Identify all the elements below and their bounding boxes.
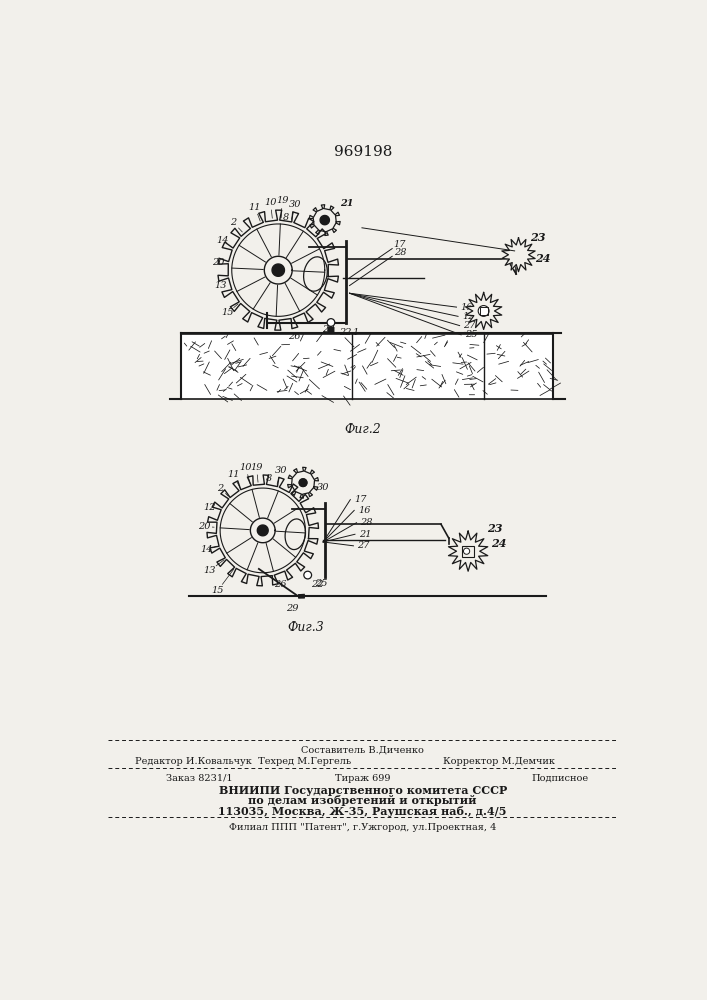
Polygon shape — [448, 531, 488, 571]
Circle shape — [327, 319, 335, 326]
Text: 21: 21 — [340, 199, 354, 208]
Text: 27: 27 — [464, 321, 476, 330]
Text: 113035, Москва, Ж-35, Раушская наб., д.4/5: 113035, Москва, Ж-35, Раушская наб., д.4… — [218, 806, 507, 817]
Polygon shape — [218, 210, 339, 330]
Text: 24: 24 — [535, 253, 551, 264]
Text: Филиал ППП "Патент", г.Ужгород, ул.Проектная, 4: Филиал ППП "Патент", г.Ужгород, ул.Проек… — [229, 823, 496, 832]
Bar — [182, 334, 554, 399]
Text: 8: 8 — [283, 213, 289, 222]
Text: 17: 17 — [354, 495, 367, 504]
Text: 21: 21 — [359, 530, 371, 539]
Text: 8: 8 — [266, 474, 272, 483]
Text: 16: 16 — [358, 506, 370, 515]
Text: по делам изобретений и открытий: по делам изобретений и открытий — [248, 795, 477, 806]
Text: 17: 17 — [394, 240, 407, 249]
Text: 30: 30 — [275, 466, 288, 475]
Text: 26: 26 — [288, 332, 300, 341]
Text: 11: 11 — [227, 470, 240, 479]
Text: 20: 20 — [211, 258, 224, 267]
Text: Корректор М.Демчик: Корректор М.Демчик — [443, 757, 555, 766]
Text: 23: 23 — [488, 523, 503, 534]
Text: 11: 11 — [249, 203, 262, 212]
Circle shape — [478, 306, 489, 316]
Polygon shape — [207, 475, 319, 586]
Polygon shape — [232, 224, 325, 316]
Text: 13: 13 — [214, 281, 226, 290]
Text: 29: 29 — [322, 325, 334, 334]
Circle shape — [464, 548, 469, 554]
Polygon shape — [465, 292, 502, 329]
Text: 14: 14 — [201, 545, 214, 554]
Text: 28: 28 — [361, 518, 373, 527]
Text: 24: 24 — [491, 538, 507, 549]
Text: 25: 25 — [465, 330, 477, 339]
Text: 969198: 969198 — [334, 145, 392, 159]
Polygon shape — [288, 467, 318, 498]
Text: Фиг.2: Фиг.2 — [344, 423, 381, 436]
Text: 25: 25 — [315, 579, 328, 588]
Text: 16: 16 — [460, 303, 473, 312]
Text: 2: 2 — [217, 484, 223, 493]
Text: 19: 19 — [276, 196, 288, 205]
Polygon shape — [272, 264, 284, 276]
Text: Редактор И.Ковальчук  Техред М.Гергель: Редактор И.Ковальчук Техред М.Гергель — [135, 757, 351, 766]
Text: 29: 29 — [286, 604, 298, 613]
Text: Заказ 8231/1: Заказ 8231/1 — [166, 774, 233, 783]
Text: 13: 13 — [204, 566, 216, 575]
Text: 28: 28 — [394, 248, 407, 257]
Polygon shape — [250, 518, 275, 543]
Text: 30: 30 — [317, 483, 329, 492]
Polygon shape — [320, 215, 329, 225]
Text: 26: 26 — [274, 580, 287, 589]
Polygon shape — [310, 205, 340, 235]
Polygon shape — [257, 525, 268, 536]
Text: 1: 1 — [352, 328, 358, 337]
Text: 23: 23 — [530, 232, 546, 243]
Text: 22: 22 — [311, 580, 323, 589]
Bar — [462, 546, 474, 557]
Polygon shape — [264, 256, 292, 284]
Text: 12: 12 — [462, 312, 474, 321]
Text: 19: 19 — [250, 463, 263, 472]
Polygon shape — [502, 238, 535, 272]
Text: 15: 15 — [221, 308, 234, 317]
Polygon shape — [220, 488, 305, 573]
Text: Фиг.3: Фиг.3 — [287, 621, 324, 634]
Text: 10: 10 — [264, 198, 276, 207]
Text: Подписное: Подписное — [531, 774, 588, 783]
Circle shape — [304, 571, 312, 579]
Text: 27: 27 — [357, 541, 370, 550]
Bar — [480, 307, 488, 315]
Text: 12: 12 — [204, 503, 216, 512]
Text: 22: 22 — [339, 328, 351, 337]
Text: Тираж 699: Тираж 699 — [335, 774, 390, 783]
Text: 15: 15 — [211, 586, 224, 595]
Text: ВНИИПИ Государственного комитета СССР: ВНИИПИ Государственного комитета СССР — [218, 785, 507, 796]
Text: 2: 2 — [230, 218, 236, 227]
Polygon shape — [299, 479, 307, 487]
Text: 30: 30 — [289, 200, 302, 209]
Text: 14: 14 — [216, 236, 228, 245]
Text: 20: 20 — [199, 522, 211, 531]
Text: Составитель В.Диченко: Составитель В.Диченко — [301, 746, 424, 755]
Text: 10: 10 — [240, 463, 252, 472]
Circle shape — [299, 479, 307, 487]
